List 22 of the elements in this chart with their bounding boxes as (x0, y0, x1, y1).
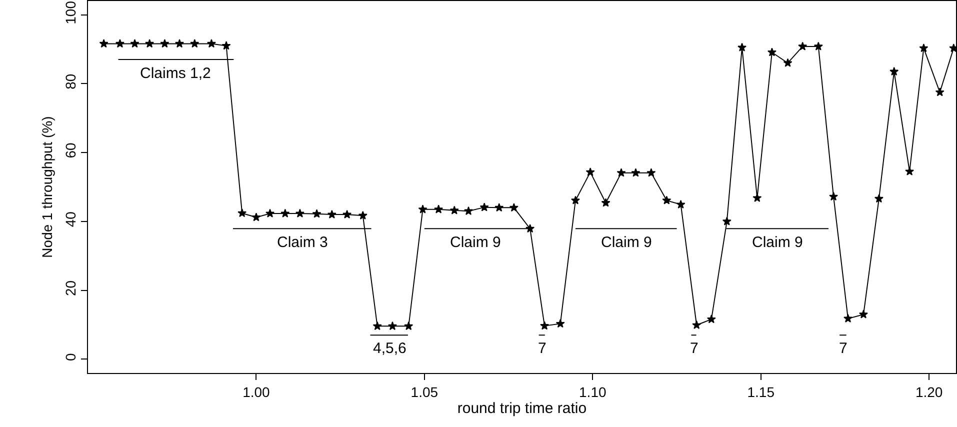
y-tick-label: 40 (62, 211, 78, 228)
y-tick-label: 60 (62, 142, 78, 158)
annotation: 4,5,6 (373, 340, 406, 357)
x-tick-label: 1.05 (410, 384, 438, 400)
annotation: 7 (839, 340, 848, 357)
x-axis-title: round trip time ratio (457, 400, 587, 417)
y-tick-label: 100 (62, 0, 78, 24)
annotation: 7 (538, 340, 546, 357)
y-axis-title: Node 1 throughput (%) (39, 116, 55, 258)
annotation: Claims 1,2 (140, 65, 211, 82)
x-tick-label: 1.15 (747, 384, 775, 400)
x-tick-label: 1.00 (242, 384, 270, 400)
y-tick-label: 0 (62, 353, 78, 362)
x-tick-label: 1.10 (579, 384, 606, 400)
y-tick-label: 80 (62, 74, 78, 90)
annotation: Claim 3 (277, 234, 328, 251)
annotation: Claim 9 (752, 234, 803, 251)
annotation: 7 (690, 340, 698, 357)
annotation: Claim 9 (601, 234, 652, 251)
x-tick-label: 1.20 (915, 384, 943, 400)
y-tick-label: 20 (62, 280, 78, 296)
annotation: Claim 9 (450, 234, 501, 251)
